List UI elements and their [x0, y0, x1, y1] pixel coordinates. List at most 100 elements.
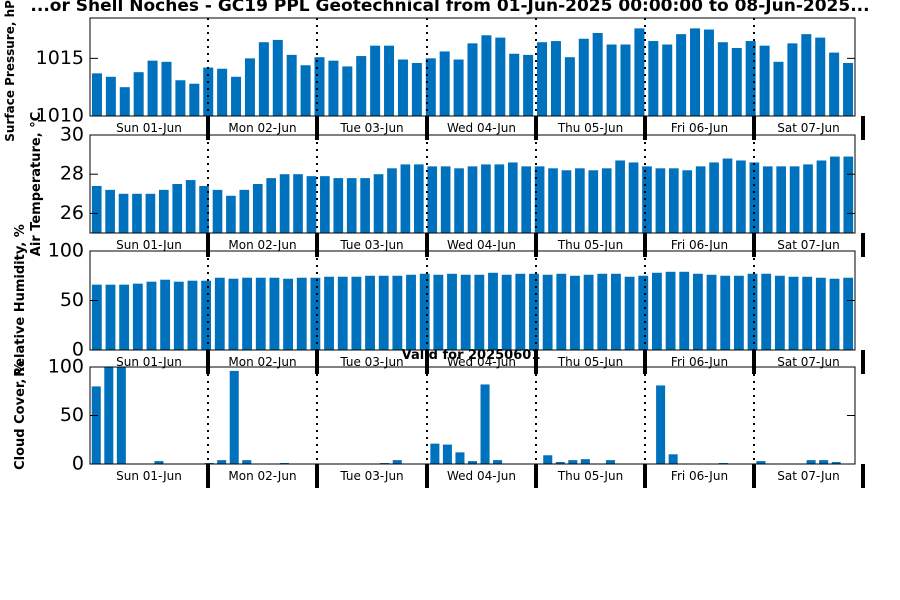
- chart-bar: [759, 45, 770, 116]
- chart-bar: [189, 83, 200, 116]
- chart-bar: [413, 164, 424, 233]
- x-day-label: Wed 04-Jun: [447, 355, 516, 369]
- x-day-label: Wed 04-Jun: [447, 238, 516, 252]
- chart-bar: [481, 164, 491, 233]
- y-axis-label: Cloud Cover, %: [13, 361, 28, 470]
- x-day-label: Mon 02-Jun: [228, 121, 296, 135]
- chart-bar: [806, 460, 816, 464]
- chart-bar: [665, 271, 676, 350]
- chart-bar: [493, 460, 503, 464]
- chart-bar: [105, 76, 116, 116]
- chart-bar: [187, 280, 198, 350]
- chart-bar: [242, 277, 253, 350]
- chart-bar: [537, 42, 548, 116]
- axes-frame: [89, 17, 856, 117]
- chart-bar: [430, 443, 440, 464]
- chart-bar: [731, 47, 742, 117]
- chart-bar: [507, 162, 518, 233]
- y-tick-label: 0: [72, 453, 84, 475]
- chart-bar: [592, 32, 603, 116]
- chart-bar: [199, 185, 209, 233]
- chart-bar: [427, 166, 438, 233]
- chart-bar: [543, 455, 553, 464]
- chart-bar: [606, 44, 617, 116]
- chart-bar: [749, 162, 760, 233]
- chart-bar: [370, 45, 381, 116]
- chart-bar: [433, 274, 444, 350]
- chart-bar: [601, 168, 612, 233]
- chart-bar: [628, 162, 639, 233]
- chart-bar: [521, 166, 532, 233]
- y-tick-label: 0: [72, 339, 84, 361]
- x-day-label: Tue 03-Jun: [339, 355, 403, 369]
- chart-bar: [455, 452, 465, 464]
- chart-bar: [172, 184, 183, 233]
- x-day-label: Tue 03-Jun: [339, 121, 403, 135]
- chart-bar: [787, 43, 798, 116]
- y-tick-label: 50: [60, 404, 84, 426]
- x-day-label: Sat 07-Jun: [777, 355, 840, 369]
- chart-bar: [214, 277, 225, 350]
- chart-bar: [279, 174, 290, 233]
- chart-bar: [745, 41, 756, 117]
- chart-bar: [231, 76, 242, 116]
- chart-bar: [342, 66, 353, 116]
- chart-bar: [762, 166, 773, 233]
- chart-bar: [242, 460, 252, 464]
- chart-bar: [761, 273, 772, 350]
- chart-bar: [158, 189, 169, 233]
- chart-bar: [203, 67, 214, 116]
- chart-bar: [356, 56, 367, 116]
- chart-bar: [400, 164, 411, 233]
- chart-bar: [310, 277, 321, 350]
- chart-bar: [387, 168, 397, 233]
- chart-bar: [351, 276, 362, 350]
- chart-bar: [494, 164, 505, 233]
- chart-bar: [133, 72, 144, 116]
- chart-bar: [467, 461, 478, 464]
- chart-bar: [116, 367, 126, 464]
- y-tick-label: 100: [48, 356, 84, 378]
- y-tick-label: 28: [60, 163, 84, 185]
- chart-bar: [440, 166, 451, 233]
- chart-bar: [756, 461, 766, 464]
- y-tick-label: 1015: [36, 47, 84, 69]
- chart-bar: [682, 170, 693, 233]
- chart-bar: [773, 61, 784, 116]
- chart-bar: [555, 462, 565, 464]
- chart-bar: [419, 273, 430, 350]
- x-day-label: Mon 02-Jun: [228, 238, 296, 252]
- figure-title: ...or Shell Noches - GC19 PPL Geotechnic…: [30, 0, 869, 16]
- chart-bar: [161, 61, 172, 116]
- chart-bar: [695, 166, 706, 233]
- chart-bar: [580, 459, 590, 464]
- chart-bar: [564, 57, 575, 116]
- chart-bar: [160, 279, 171, 350]
- chart-bar: [272, 39, 283, 116]
- chart-bar: [515, 273, 526, 350]
- chart-bar: [523, 54, 534, 116]
- chart-bar: [217, 68, 228, 116]
- chart-bar: [550, 41, 561, 117]
- chart-bar: [656, 385, 666, 464]
- chart-bar: [146, 281, 157, 350]
- chart-bar: [392, 460, 402, 464]
- chart-bar: [296, 277, 307, 350]
- chart-bar: [132, 193, 142, 233]
- chart-bar: [747, 273, 758, 350]
- x-day-label: Fri 06-Jun: [671, 355, 728, 369]
- chart-bar: [668, 454, 678, 464]
- chart-bar: [816, 160, 827, 233]
- y-tick-label: 30: [60, 124, 84, 146]
- chart-bar: [776, 166, 787, 233]
- chart-bar: [588, 170, 599, 233]
- chart-bar: [829, 52, 840, 116]
- x-day-label: Wed 04-Jun: [447, 469, 516, 483]
- chart-bar: [575, 168, 585, 233]
- chart-bar: [333, 178, 344, 233]
- chart-bar: [392, 275, 403, 350]
- chart-bar: [266, 178, 277, 233]
- chart-bar: [480, 384, 490, 464]
- x-day-label: Tue 03-Jun: [339, 238, 403, 252]
